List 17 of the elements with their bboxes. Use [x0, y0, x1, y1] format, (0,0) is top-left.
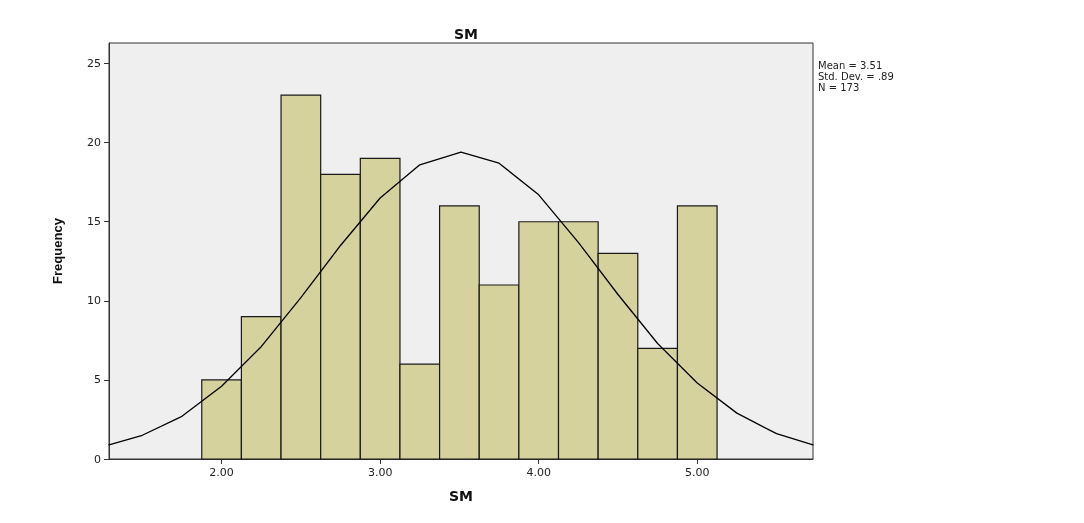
y-tick-label: 5	[94, 373, 101, 387]
y-axis-title: Frequency	[50, 217, 65, 284]
y-tick-label: 25	[87, 57, 101, 71]
line-series	[108, 151, 814, 446]
x-tick-label: 4.00	[526, 466, 551, 479]
x-tick-label: 5.00	[685, 466, 710, 479]
text: N = 173	[818, 81, 860, 93]
text: Std. Dev. = .89	[818, 70, 894, 82]
y-tick-label: 20	[87, 136, 101, 150]
x-axis-title: SM	[448, 488, 474, 504]
x-tick-label: 3.00	[367, 466, 393, 479]
y-tick-label: 10	[87, 294, 101, 308]
y-tick-label: 0	[94, 452, 101, 466]
text: Mean = 3.51	[818, 59, 883, 71]
chart-title: SM	[453, 26, 479, 42]
y-tick-label: 15	[87, 215, 101, 229]
x-tick-label: 2.00	[209, 466, 234, 479]
